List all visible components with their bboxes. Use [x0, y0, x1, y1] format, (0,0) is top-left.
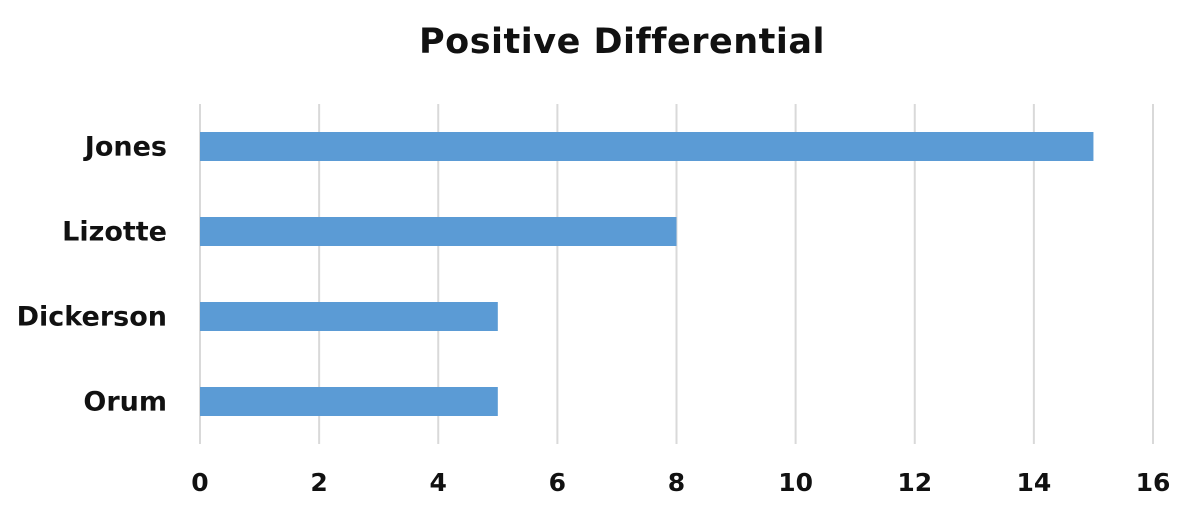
bar-jones [200, 132, 1094, 161]
category-label-lizotte: Lizotte [62, 217, 167, 248]
chart-title: Positive Differential [419, 22, 825, 62]
bar-dickerson [200, 302, 498, 331]
x-tick-label: 12 [897, 468, 932, 497]
x-tick-label: 2 [310, 468, 327, 497]
x-tick-label: 4 [430, 468, 447, 497]
category-label-orum: Orum [83, 387, 167, 418]
bar-orum [200, 387, 498, 416]
x-tick-label: 10 [778, 468, 813, 497]
x-tick-label: 8 [668, 468, 685, 497]
category-label-dickerson: Dickerson [17, 302, 167, 333]
category-labels: Jones Lizotte Dickerson Orum [17, 132, 167, 418]
bars [200, 132, 1094, 416]
x-tick-label: 6 [549, 468, 566, 497]
category-label-jones: Jones [83, 132, 167, 163]
x-tick-label: 14 [1016, 468, 1051, 497]
bar-lizotte [200, 217, 677, 246]
x-tick-label: 16 [1136, 468, 1171, 497]
x-tick-labels: 0 2 4 6 8 10 12 14 16 [191, 468, 1170, 497]
x-tick-label: 0 [191, 468, 208, 497]
